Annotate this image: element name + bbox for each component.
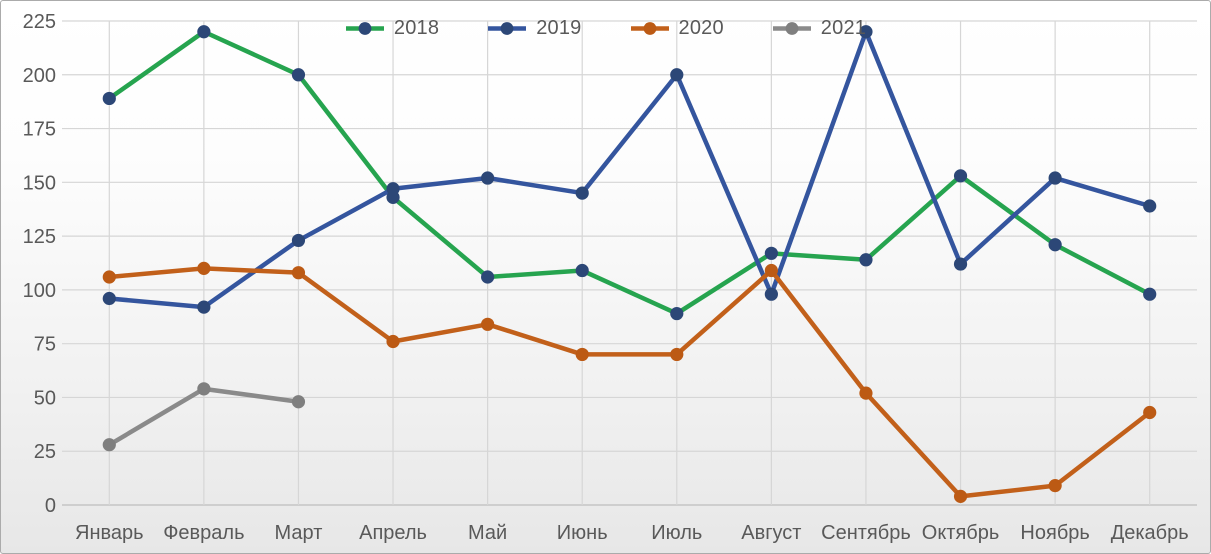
marker-2019-Ноябрь[interactable]	[1048, 171, 1062, 185]
x-tick-7: Июль	[651, 522, 702, 544]
marker-2020-Июль[interactable]	[670, 347, 684, 362]
marker-2019-Март[interactable]	[291, 233, 306, 248]
marker-2019-Январь[interactable]	[102, 291, 116, 306]
marker-2021-Февраль[interactable]	[197, 382, 211, 396]
marker-2018-Июнь[interactable]	[575, 263, 589, 278]
x-tick-5: Май	[468, 522, 507, 544]
x-tick-12: Декабрь	[1111, 522, 1189, 544]
marker-2019-Июнь[interactable]	[575, 186, 589, 200]
marker-2019-Август[interactable]	[764, 287, 778, 301]
legend-marker-icon-2020	[630, 22, 669, 35]
legend-label-2019: 2019	[536, 17, 582, 39]
y-tick-75: 75	[34, 334, 56, 356]
y-tick-100: 100	[23, 280, 56, 302]
x-tick-3: Март	[275, 522, 323, 544]
marker-2020-Сентябрь[interactable]	[859, 386, 873, 400]
y-tick-175: 175	[23, 119, 56, 141]
marker-2021-Январь[interactable]	[102, 438, 116, 452]
x-tick-6: Июнь	[557, 522, 608, 544]
marker-2020-Май[interactable]	[481, 317, 495, 331]
marker-2018-Август[interactable]	[764, 246, 778, 260]
legend-item-2019[interactable]: 2019	[487, 17, 581, 40]
legend-marker-icon-2019	[488, 22, 527, 35]
x-tick-9: Сентябрь	[821, 522, 911, 544]
legend-label-2018: 2018	[393, 17, 440, 39]
marker-2020-Ноябрь[interactable]	[1048, 479, 1062, 493]
marker-2018-Декабрь[interactable]	[1143, 287, 1157, 301]
y-tick-225: 225	[23, 11, 56, 33]
series-line-2018[interactable]	[107, 29, 1152, 316]
y-tick-150: 150	[23, 172, 56, 194]
series-line-2019[interactable]	[107, 29, 1152, 310]
marker-2019-Февраль[interactable]	[197, 300, 211, 314]
marker-2020-Октябрь[interactable]	[953, 489, 968, 503]
legend-marker-icon-2018	[345, 22, 384, 35]
y-tick-200: 200	[23, 65, 56, 87]
marker-2018-Сентябрь[interactable]	[859, 253, 873, 267]
marker-2019-Апрель[interactable]	[386, 182, 400, 196]
y-tick-0: 0	[45, 495, 56, 517]
legend-marker-icon-2021	[772, 22, 811, 35]
marker-2018-Март[interactable]	[291, 68, 306, 82]
legend-item-2020[interactable]: 2020	[630, 17, 724, 40]
marker-2020-Август[interactable]	[764, 263, 778, 278]
y-tick-25: 25	[34, 441, 56, 463]
legend-item-2018[interactable]: 2018	[345, 17, 439, 40]
series-line-2020[interactable]	[107, 266, 1152, 499]
legend-label-2021: 2021	[820, 17, 867, 39]
marker-2018-Февраль[interactable]	[197, 25, 211, 39]
marker-2019-Сентябрь[interactable]	[859, 25, 873, 39]
chart-legend: 2018 2019 2020 2021	[1, 17, 1210, 40]
y-tick-125: 125	[23, 226, 56, 248]
x-tick-1: Январь	[75, 522, 144, 544]
marker-2020-Декабрь[interactable]	[1143, 405, 1157, 420]
marker-2018-Май[interactable]	[481, 270, 495, 284]
marker-2020-Февраль[interactable]	[197, 261, 211, 275]
marker-2019-Декабрь[interactable]	[1143, 199, 1157, 213]
legend-label-2020: 2020	[678, 17, 724, 39]
marker-2021-Март[interactable]	[291, 395, 306, 409]
legend-item-2021[interactable]: 2021	[772, 17, 866, 40]
marker-2018-Октябрь[interactable]	[953, 169, 968, 183]
marker-2018-Январь[interactable]	[102, 91, 116, 106]
marker-2019-Май[interactable]	[481, 171, 495, 185]
x-tick-10: Октябрь	[922, 522, 1000, 544]
marker-2020-Апрель[interactable]	[386, 334, 400, 349]
x-tick-4: Апрель	[359, 522, 427, 544]
marker-2018-Июль[interactable]	[670, 306, 684, 321]
x-tick-11: Ноябрь	[1020, 522, 1089, 544]
marker-2018-Ноябрь[interactable]	[1048, 238, 1062, 252]
x-tick-8: Август	[741, 522, 801, 544]
x-tick-2: Февраль	[163, 522, 244, 544]
marker-2019-Июль[interactable]	[670, 68, 684, 82]
marker-2020-Январь[interactable]	[102, 270, 116, 284]
y-tick-50: 50	[34, 387, 56, 409]
marker-2020-Март[interactable]	[291, 266, 306, 280]
marker-2020-Июнь[interactable]	[575, 347, 589, 362]
marker-2019-Октябрь[interactable]	[953, 257, 968, 271]
